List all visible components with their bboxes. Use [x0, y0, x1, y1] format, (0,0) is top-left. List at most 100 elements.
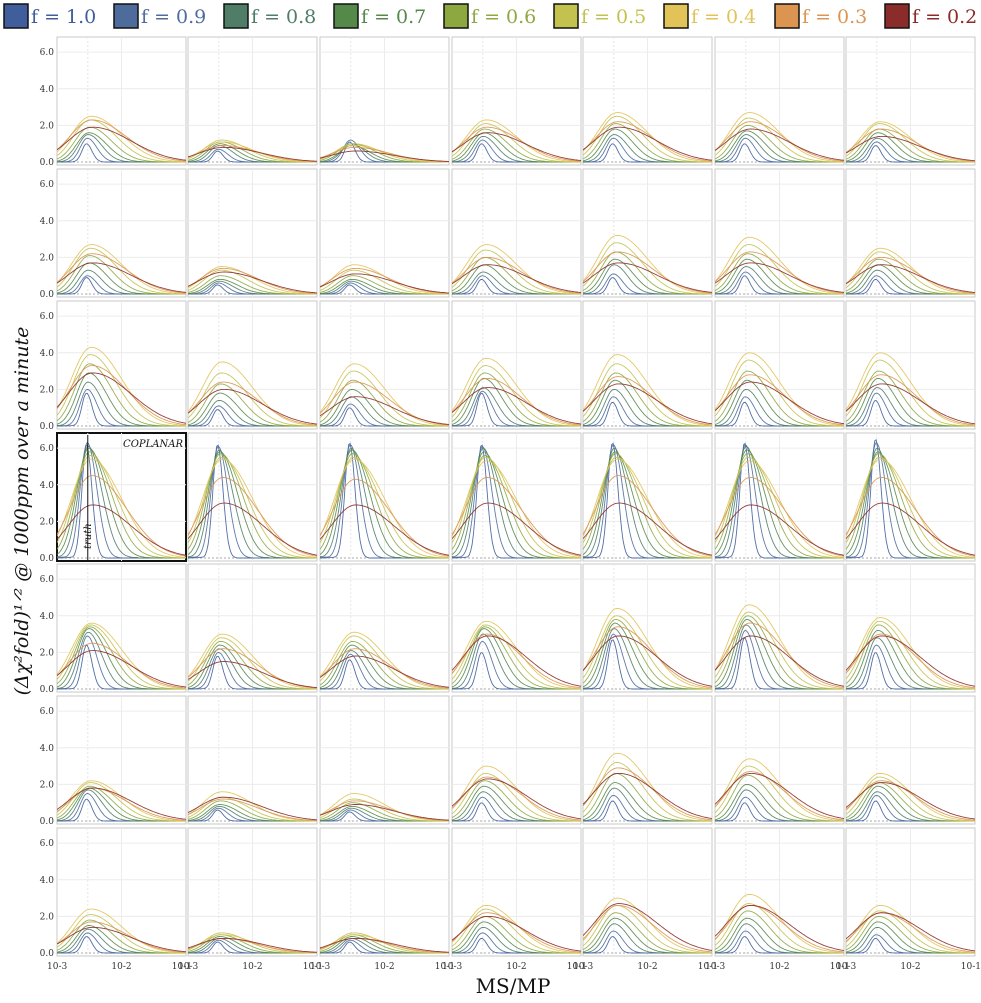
y-tick-label: 0.0: [40, 817, 55, 827]
series-line: [715, 236, 844, 295]
series-line: [57, 372, 186, 424]
series-line: [846, 128, 975, 162]
series-line: [715, 253, 844, 295]
series-line: [57, 262, 186, 293]
coplanar-label: COPLANAR: [123, 439, 183, 450]
panel-curves: [320, 363, 449, 427]
series-line: [846, 264, 975, 293]
series-line: [188, 388, 317, 425]
panel: [714, 563, 845, 693]
y-tick-label: 0.0: [40, 158, 55, 168]
series-line: [583, 234, 712, 295]
series-line: [452, 256, 581, 294]
series-line: [320, 800, 449, 821]
series-line: [583, 121, 712, 162]
series-line: [715, 117, 844, 163]
series-line: [715, 635, 844, 687]
series-line: [57, 782, 186, 822]
panel-curves: [583, 442, 712, 559]
legend-swatch: [663, 3, 689, 29]
series-line: [715, 758, 844, 822]
series-line: [57, 622, 186, 689]
series-line: [583, 772, 712, 822]
series-line: [188, 271, 317, 294]
series-line: [583, 262, 712, 293]
series-line: [583, 383, 712, 425]
x-tick-label: 10-3: [573, 962, 593, 972]
series-line: [846, 135, 975, 162]
panel: [582, 432, 713, 562]
series-line: [846, 633, 975, 689]
series-line: [715, 504, 844, 556]
panel: [451, 168, 582, 298]
y-tick-label: 4.0: [40, 349, 55, 359]
series-line: [452, 249, 581, 295]
y-tick-label: 6.0: [40, 444, 55, 454]
panel: [845, 695, 976, 825]
series-line: [715, 112, 844, 163]
series-line: [846, 247, 975, 295]
series-line: [320, 269, 449, 295]
panel: [582, 695, 713, 825]
panel: [582, 168, 713, 298]
panel: [714, 432, 845, 562]
legend-swatch: [774, 3, 800, 29]
series-line: [57, 346, 186, 426]
x-tick-label: 10-1: [303, 962, 323, 972]
x-tick-label: 10-3: [47, 962, 67, 972]
series-line: [452, 915, 581, 954]
panel: [319, 168, 450, 298]
series-line: [320, 478, 449, 557]
series-line: [57, 255, 186, 295]
series-line: [452, 908, 581, 954]
panel-curves: [57, 908, 186, 954]
y-tick-label: 0.0: [40, 685, 55, 695]
x-tick-label: 10-1: [961, 962, 981, 972]
series-line: [57, 244, 186, 295]
series-line: [715, 622, 844, 688]
x-tick-label: 10-1: [567, 962, 587, 972]
panel: [582, 300, 713, 430]
legend-swatch: [113, 3, 139, 29]
series-line: [715, 352, 844, 426]
series-line: [188, 477, 317, 557]
legend-label: f = 0.9: [141, 6, 206, 28]
series-line: [846, 128, 975, 163]
panel: [714, 168, 845, 298]
series-line: [846, 904, 975, 954]
x-tick-label: 10-2: [769, 962, 789, 972]
series-line: [320, 793, 449, 822]
x-tick-label: 10-3: [442, 962, 462, 972]
series-line: [715, 904, 844, 952]
series-line: [583, 752, 712, 821]
panel-curves: [583, 752, 712, 822]
panel-curves: [846, 617, 975, 690]
panel-curves: [57, 622, 186, 690]
y-tick-label: 0.0: [40, 422, 55, 432]
series-line: [57, 115, 186, 163]
series-line: [452, 477, 581, 557]
series-line: [583, 615, 712, 690]
series-line: [846, 780, 975, 821]
series-line: [57, 247, 186, 295]
series-line: [583, 767, 712, 821]
panel-curves: [320, 793, 449, 822]
series-line: [57, 919, 186, 954]
series-line: [452, 455, 581, 559]
series-line: [452, 772, 581, 822]
series-line: [452, 357, 581, 426]
y-tick-label: 2.0: [40, 912, 55, 922]
series-line: [452, 780, 581, 822]
panel-curves: [846, 904, 975, 954]
series-line: [452, 635, 581, 687]
series-line: [715, 251, 844, 294]
series-line: [57, 908, 186, 954]
series-line: [846, 776, 975, 822]
series-line: [320, 635, 449, 690]
series-line: [188, 458, 317, 558]
series-line: [846, 256, 975, 294]
series-line: [188, 383, 317, 427]
y-tick-label: 6.0: [40, 48, 55, 58]
panel: [187, 36, 318, 166]
